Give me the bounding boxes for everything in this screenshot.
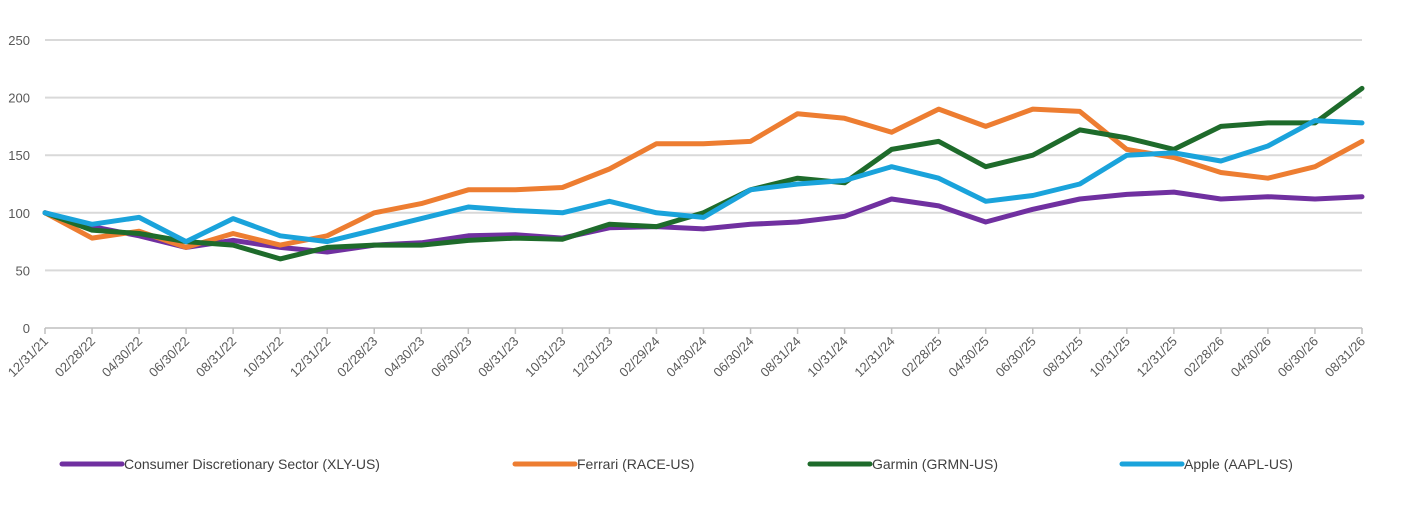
series-lines	[42, 85, 1365, 262]
legend: Consumer Discretionary Sector (XLY-US) Fe…	[59, 456, 1293, 472]
x-tick-label: 02/28/22	[52, 334, 98, 380]
x-tick-label: 08/31/22	[193, 334, 239, 380]
x-tick-label: 04/30/26	[1228, 334, 1274, 380]
x-tick-label: 06/30/22	[146, 334, 192, 380]
x-tick-label: 06/30/23	[428, 334, 474, 380]
x-tick-label: 04/30/23	[381, 334, 427, 380]
legend-item: Garmin (GRMN-US)	[807, 456, 998, 472]
legend-label: Garmin (GRMN-US)	[872, 456, 998, 472]
legend-label: Consumer Discretionary Sector (XLY-US)	[124, 456, 380, 472]
x-tick-label: 12/31/25	[1134, 334, 1180, 380]
legend-item: Apple (AAPL-US)	[1119, 456, 1293, 472]
x-tick-label: 02/29/24	[616, 334, 662, 380]
x-tick-label: 12/31/24	[851, 334, 897, 380]
y-tick-label: 150	[8, 148, 30, 163]
y-tick-label: 200	[8, 91, 30, 106]
legend-item: Consumer Discretionary Sector (XLY-US)	[59, 456, 380, 472]
x-tick-label: 04/30/22	[99, 334, 145, 380]
x-tick-label: 12/31/23	[569, 334, 615, 380]
x-tick-label: 08/31/26	[1322, 334, 1368, 380]
x-tick-label: 06/30/25	[992, 334, 1038, 380]
x-tick-label: 02/28/23	[334, 334, 380, 380]
legend-item: Ferrari (RACE-US)	[512, 456, 694, 472]
series-line-0	[42, 189, 1365, 255]
x-tick-label: 08/31/24	[757, 334, 803, 380]
x-tick-label: 08/31/23	[475, 334, 521, 380]
x-tick-label: 04/30/24	[663, 334, 709, 380]
x-tick-label: 10/31/23	[522, 334, 568, 380]
legend-label: Ferrari (RACE-US)	[577, 456, 694, 472]
x-tick-label: 10/31/25	[1087, 334, 1133, 380]
x-tick-label: 04/30/25	[945, 334, 991, 380]
y-tick-label: 250	[8, 33, 30, 48]
x-tick-label: 12/31/22	[287, 334, 333, 380]
y-tick-label: 50	[16, 263, 30, 278]
series-line-2	[42, 85, 1365, 262]
series-line-3	[42, 118, 1365, 245]
y-tick-label: 100	[8, 206, 30, 221]
y-axis-ticks: 0 50 100 150 200 250	[8, 33, 30, 336]
x-tick-label: 06/30/26	[1275, 334, 1321, 380]
x-tick-label: 02/28/25	[898, 334, 944, 380]
x-tick-label: 08/31/25	[1040, 334, 1086, 380]
x-axis: 12/31/21 02/28/22 04/30/22 06/30/22 08/31/22…	[5, 327, 1368, 380]
y-tick-label: 0	[23, 321, 30, 336]
legend-label: Apple (AAPL-US)	[1184, 456, 1293, 472]
gridlines	[45, 39, 1362, 272]
x-tick-label: 12/31/21	[5, 334, 51, 380]
x-tick-label: 06/30/24	[710, 334, 756, 380]
x-tick-label: 10/31/22	[240, 334, 286, 380]
x-tick-label: 02/28/26	[1181, 334, 1227, 380]
x-tick-label: 10/31/24	[804, 334, 850, 380]
